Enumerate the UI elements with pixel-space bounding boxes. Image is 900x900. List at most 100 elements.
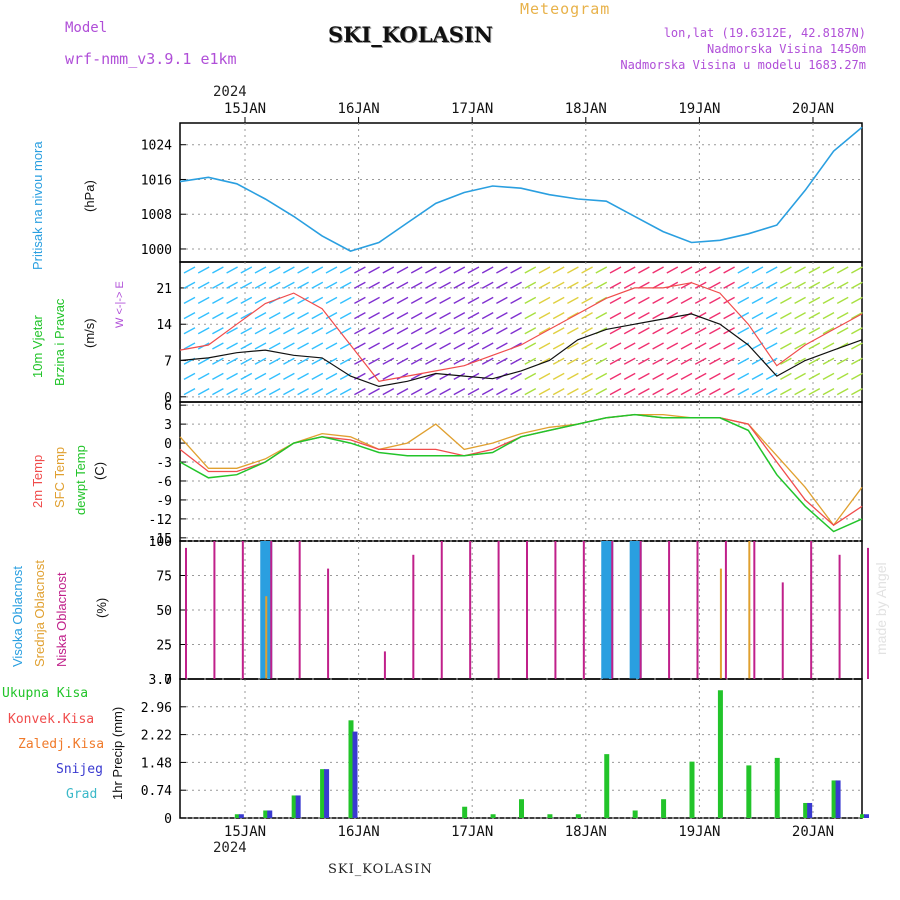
wind-arrow [368, 266, 380, 274]
ytick-label-temperature: 0 [164, 437, 172, 452]
wind-arrow [439, 266, 451, 274]
wind-arrow [694, 372, 707, 381]
xtick-label-bottom: 15JAN [224, 824, 266, 840]
wind-arrow [453, 357, 466, 365]
ytick-label-temperature: -9 [156, 494, 172, 509]
wind-arrow [325, 327, 338, 335]
wind-arrow [709, 311, 721, 320]
wind-arrow [567, 296, 579, 305]
cloud-bar-2 [554, 541, 557, 679]
wind-arrow [439, 387, 451, 396]
wind-arrow [609, 281, 622, 289]
wind-arrow [822, 387, 835, 396]
cloud-bar-1 [748, 541, 751, 679]
wind-arrow [524, 357, 537, 365]
wind-arrow [709, 281, 721, 289]
cloud-bar-1 [265, 596, 268, 679]
wind-arrow [836, 357, 849, 365]
wind-arrow [382, 311, 395, 320]
wind-arrow [212, 327, 224, 335]
wind-arrow [808, 372, 821, 381]
wind-arrow [709, 357, 721, 365]
wind-arrow [382, 357, 395, 365]
wind-arrow [623, 342, 636, 350]
wind-arrow [254, 342, 267, 350]
wind-arrow [226, 266, 238, 274]
wind-arrow [339, 372, 352, 381]
wind-arrow [382, 266, 395, 274]
wind-arrow [822, 327, 835, 335]
wind-arrow [638, 296, 650, 305]
wind-arrow [751, 311, 764, 320]
wind-arrow [283, 372, 295, 381]
wind-arrow [780, 296, 792, 305]
wind-speed-series [179, 313, 863, 388]
precip-bar-1 [352, 731, 358, 818]
precip-bar-0 [490, 814, 496, 818]
wind-arrow [765, 387, 778, 396]
wind-arrow [780, 342, 792, 350]
wind-arrow [794, 281, 806, 289]
wind-arrow [751, 296, 764, 305]
wind-arrow [538, 372, 551, 381]
wind-arrow [382, 327, 395, 335]
cloud-bar-2 [383, 651, 386, 679]
ytick-label-wind: 21 [156, 282, 172, 297]
wind-arrow [595, 387, 608, 396]
wind-arrow [794, 387, 806, 396]
wind-arrow [496, 357, 508, 365]
wind-arrow [780, 372, 792, 381]
xtick-label-top: 16JAN [338, 101, 380, 117]
wind-arrow [325, 311, 338, 320]
ytick-label-temperature: -15 [149, 532, 172, 547]
wind-arrow [552, 342, 565, 350]
wind-arrow [325, 372, 338, 381]
wind-arrow [680, 387, 693, 396]
wind-arrow [581, 311, 593, 320]
wind-arrow [410, 281, 423, 289]
wind-arrow [567, 342, 579, 350]
wind-arrow [680, 357, 693, 365]
wind-arrow [197, 311, 210, 320]
wind-arrow [765, 357, 778, 365]
precip-bar-0 [661, 799, 667, 818]
cloud-bar-2 [185, 547, 187, 679]
wind-arrow [595, 342, 608, 350]
wind-arrow [623, 327, 636, 335]
precip-bar-1 [807, 802, 813, 818]
wind-arrow [311, 357, 324, 365]
ytick-label-wind: 7 [164, 355, 172, 370]
wind-arrow [396, 311, 409, 320]
wind-arrow [552, 357, 565, 365]
wind-arrow [822, 266, 835, 274]
ytick-label-precip: 0.74 [141, 784, 172, 799]
wind-arrow [595, 372, 608, 381]
wind-arrow [453, 281, 466, 289]
cloud-bar-2 [241, 541, 244, 679]
cloud-bar-2 [696, 541, 699, 679]
ytick-label-clouds: 100 [149, 535, 172, 550]
wind-arrow [751, 342, 764, 350]
wind-arrow [197, 357, 210, 365]
wind-arrow [496, 327, 508, 335]
wind-arrow [197, 387, 210, 396]
wind-arrow [496, 342, 508, 350]
wind-arrow [609, 372, 622, 381]
wind-arrow [666, 327, 679, 335]
wind-arrow [567, 387, 579, 396]
wind-arrow [737, 372, 750, 381]
wind-arrow [680, 327, 693, 335]
wind-arrow [467, 342, 480, 350]
wind-arrow [822, 342, 835, 350]
wind-arrow [496, 387, 508, 396]
wind-arrow [396, 327, 409, 335]
wind-arrow [396, 342, 409, 350]
precip-bar-0 [831, 780, 837, 818]
precip-bar-0 [519, 799, 524, 818]
wind-arrow [510, 327, 522, 335]
precip-bar-0 [860, 814, 865, 818]
wind-arrow [751, 387, 764, 396]
ytick-label-clouds: 25 [156, 639, 172, 654]
wind-arrow [183, 372, 196, 381]
wind-arrow [567, 266, 579, 274]
